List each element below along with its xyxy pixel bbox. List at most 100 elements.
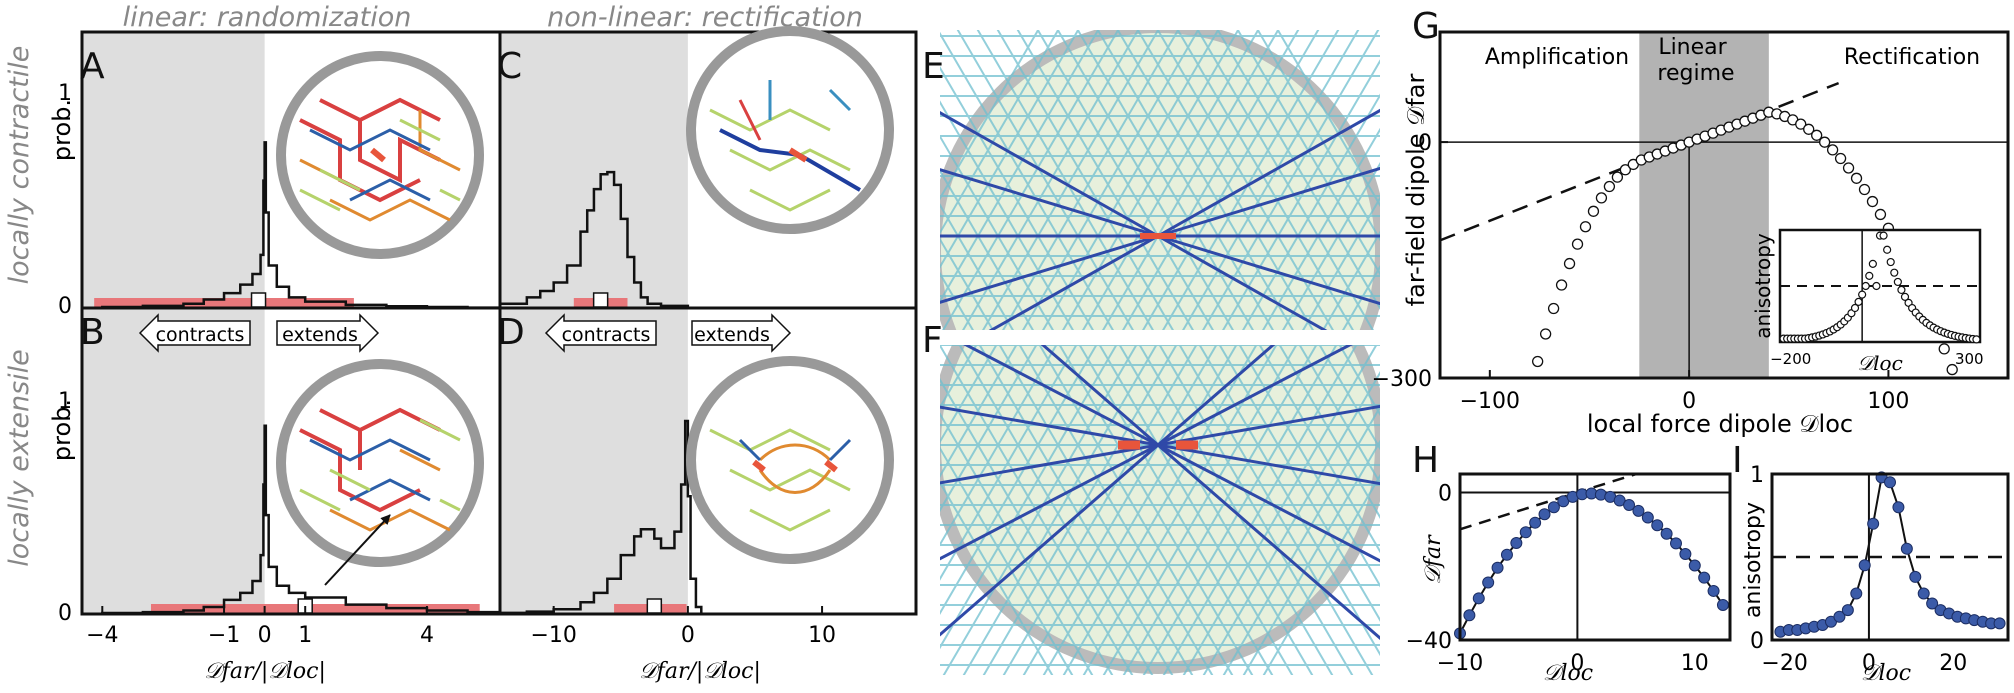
data-point — [1858, 559, 1871, 572]
panel-letter-F: F — [922, 320, 943, 361]
lattice-edge — [1202, 371, 1380, 675]
data-point — [1884, 476, 1896, 489]
fan-edge — [1157, 108, 1380, 238]
lattice-edge — [1262, 473, 1380, 675]
region-linear-line1: Linear — [1658, 35, 1727, 60]
lattice-edge — [1182, 345, 1378, 675]
y-tick-label: −40 — [1406, 629, 1452, 654]
arrow-extends-D: extends — [691, 313, 792, 353]
y-tick-label: 0 — [1750, 629, 1764, 654]
panel-letter-D: D — [497, 312, 525, 353]
data-point — [1472, 592, 1485, 605]
arrow-contracts-D-label: contracts — [562, 324, 651, 346]
panel-G: −100 0 100 −300 0 — [1372, 30, 2010, 414]
y-tick-label: 0 — [1418, 131, 1432, 156]
arrow-contracts-D: contracts — [544, 313, 657, 353]
region-linear-line2: regime — [1657, 61, 1734, 86]
data-point — [1571, 238, 1584, 250]
data-point — [1858, 183, 1871, 196]
fan-edge — [940, 405, 1159, 447]
lattice-edge — [1222, 405, 1380, 675]
arrow-contracts-B-label: contracts — [156, 324, 245, 346]
fan-edge — [940, 443, 1159, 637]
panel-frame — [498, 306, 918, 616]
panel-letter-B: B — [80, 312, 105, 353]
lattice-edge — [1276, 30, 1380, 208]
data-point — [1670, 537, 1682, 550]
distribution-line — [82, 141, 502, 310]
fan-edge — [940, 111, 1159, 238]
data-point — [1641, 511, 1654, 524]
ylabel-G: far-field dipole 𝒟far — [1402, 74, 1430, 307]
x-tick-label: −100 — [1460, 389, 1520, 414]
region-labels-G: Amplification Rectification — [1485, 45, 1980, 70]
data-point — [1500, 548, 1513, 561]
data-point — [1803, 123, 1815, 135]
x-tick-label: 0 — [258, 623, 272, 648]
data-line — [1780, 475, 2000, 633]
ylabel-prob-B: prob. — [48, 399, 76, 461]
axes-AB: −4 −1 0 1 4 — [86, 606, 434, 648]
data-point — [1834, 152, 1847, 165]
data-point — [1993, 617, 2006, 630]
data-point — [1946, 363, 1958, 376]
data-point — [1688, 559, 1701, 572]
fan-edge — [940, 443, 1159, 561]
lattice-edge — [1242, 439, 1380, 675]
dashed-linear-line — [1459, 472, 1637, 531]
inset-ylabel: anisotropy — [1751, 233, 1775, 339]
x-tick-label: 20 — [1939, 651, 1967, 676]
panel-letter-E: E — [922, 46, 945, 87]
data-point — [1866, 195, 1879, 208]
data-point — [1938, 343, 1950, 355]
data-point — [1826, 144, 1839, 156]
ytick-B-1: 1 — [58, 389, 72, 414]
inset-data-point — [1879, 231, 1888, 240]
distribution-line — [500, 170, 916, 310]
inset-data-point — [1850, 303, 1860, 313]
ylabel-prob-A: prob. — [48, 99, 76, 161]
fan-edge — [1157, 345, 1276, 447]
network-panel-E — [940, 30, 1380, 330]
inset-data-point — [1972, 335, 1981, 344]
data-point — [1874, 208, 1887, 221]
negative-region-shade — [82, 32, 265, 308]
data-point — [1698, 571, 1711, 584]
xlabel-CD: 𝒟far/|𝒟loc| — [639, 659, 761, 684]
negative-region-shade — [500, 32, 688, 308]
y-tick-label: −300 — [1372, 367, 1432, 392]
negative-region-shade — [500, 308, 688, 614]
data-point — [1909, 570, 1922, 583]
data-point — [1900, 542, 1913, 555]
panel-frame — [1770, 472, 2010, 642]
data-point — [1651, 519, 1664, 532]
panel-letter-C: C — [497, 46, 522, 87]
column-title-nonlinear: non-linear: rectification — [547, 2, 863, 33]
panel-H: −10 0 10 −40 0 — [1406, 472, 1732, 676]
inset-data-point — [1865, 271, 1874, 280]
median-marker — [250, 292, 267, 308]
inset-data-point — [1893, 277, 1902, 287]
inset-data-point — [1900, 292, 1910, 301]
region-amplification: Amplification — [1485, 45, 1629, 70]
data-point — [1842, 162, 1855, 174]
data-point — [1611, 171, 1624, 183]
x-tick-label: −1 — [208, 623, 240, 648]
data-point — [1510, 536, 1523, 549]
inset-data-point — [1897, 285, 1906, 295]
xlabel-H: 𝒟loc — [1543, 661, 1593, 686]
x-tick-label: 10 — [1681, 651, 1709, 676]
xlabel-I: 𝒟loc — [1861, 661, 1911, 686]
inset-data-point — [1868, 259, 1877, 268]
data-point — [1579, 221, 1592, 233]
xlabel-G: local force dipole 𝒟loc — [1587, 410, 1853, 438]
inset-data-point — [1854, 297, 1863, 306]
fan-edge — [1157, 404, 1380, 447]
x-tick-label: 100 — [1867, 389, 1909, 414]
distribution-line — [82, 424, 502, 616]
column-title-linear: linear: randomization — [123, 2, 412, 33]
arrow-extends-B: extends — [276, 313, 380, 353]
fan-edge — [1157, 234, 1380, 306]
network-panel-F — [940, 345, 1380, 675]
distribution-line — [500, 419, 916, 616]
